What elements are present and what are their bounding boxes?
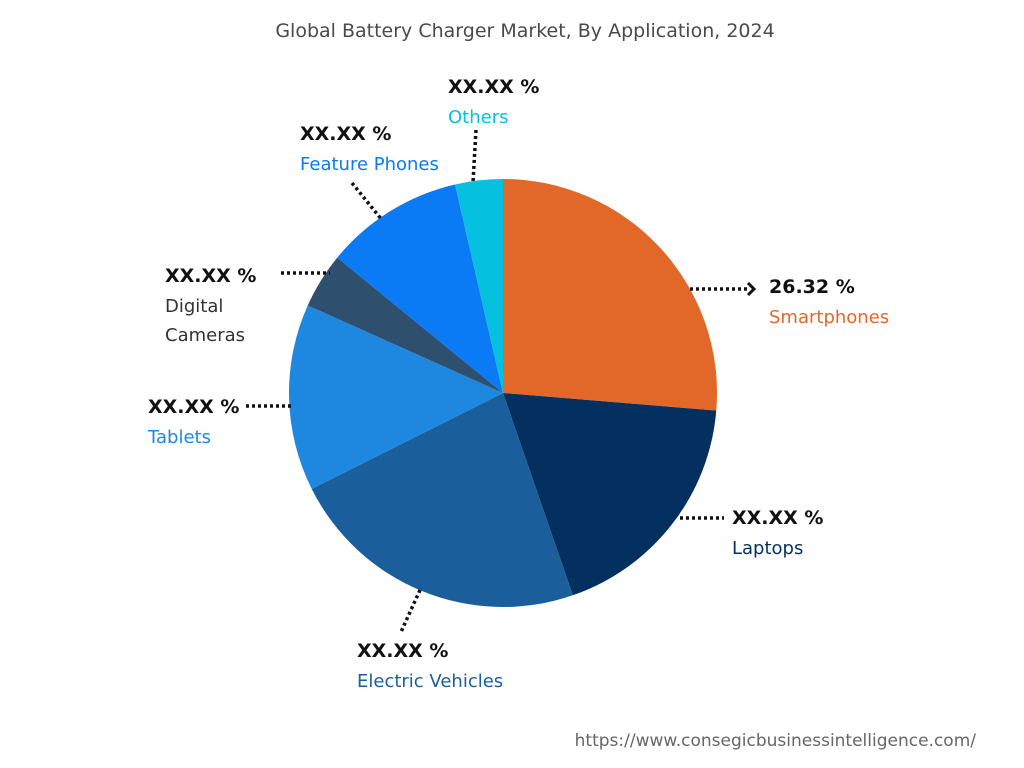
leader-line	[471, 129, 478, 183]
legend-label: Feature Phones	[300, 154, 439, 175]
pie-slice	[311, 393, 573, 607]
legend-label: Smartphones	[769, 307, 890, 328]
legend-label: Tablets	[148, 427, 211, 448]
legend-label: Digital Cameras	[165, 296, 246, 346]
source-url: https://www.consegicbusinessintelligence…	[574, 731, 976, 751]
pie-slice	[289, 305, 503, 489]
value-label: XX.XX %	[148, 396, 240, 418]
value-label: XX.XX %	[300, 123, 392, 145]
value-label: 26.32 %	[769, 276, 855, 298]
legend-label: Others	[448, 107, 509, 128]
value-label: XX.XX %	[357, 640, 449, 662]
chart-title: Global Battery Charger Market, By Applic…	[275, 20, 775, 42]
leader-line	[350, 181, 384, 222]
pie-slice	[307, 257, 503, 393]
pie-slice	[503, 179, 717, 411]
leader-line	[399, 589, 422, 633]
value-label: XX.XX %	[448, 76, 540, 98]
leader-arrow	[746, 281, 757, 297]
pie-slice	[455, 179, 503, 393]
legend-label: Laptops	[732, 538, 804, 559]
pie-slice	[503, 393, 717, 596]
value-label: XX.XX %	[165, 265, 257, 287]
pie-slice	[337, 184, 503, 393]
legend-label: Electric Vehicles	[357, 671, 504, 692]
value-label: XX.XX %	[732, 507, 824, 529]
